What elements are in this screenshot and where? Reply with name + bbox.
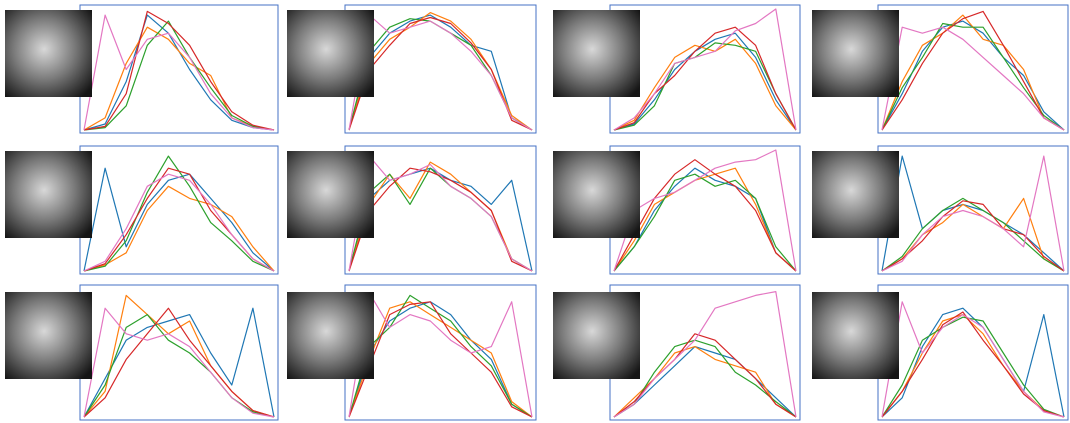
histogram-curve bbox=[348, 292, 533, 418]
histogram-curve bbox=[348, 16, 533, 131]
histogram-curve bbox=[83, 10, 275, 131]
histogram-curve bbox=[348, 155, 533, 272]
histogram-curve bbox=[83, 173, 275, 272]
histogram-curve bbox=[613, 291, 797, 418]
xray-thumbnail bbox=[553, 10, 640, 97]
histogram-curve bbox=[881, 10, 1065, 131]
plot-frame bbox=[877, 4, 1069, 134]
xray-thumbnail bbox=[287, 151, 374, 238]
xray-thumbnail bbox=[287, 292, 374, 379]
histogram-curve bbox=[613, 159, 797, 272]
histogram-curve bbox=[881, 197, 1065, 272]
histogram-curve bbox=[348, 12, 533, 131]
histogram-curve bbox=[881, 301, 1065, 418]
histogram-curve bbox=[83, 185, 275, 272]
histogram-curve bbox=[881, 316, 1065, 418]
histogram-curve bbox=[83, 307, 275, 418]
histogram-curve bbox=[83, 14, 275, 131]
histogram-curve bbox=[881, 26, 1065, 131]
xray-thumbnail bbox=[5, 151, 92, 238]
xray-thumbnail bbox=[287, 10, 374, 97]
histogram-curve bbox=[613, 339, 797, 418]
histogram-curve bbox=[613, 149, 797, 272]
xray-thumbnail bbox=[812, 10, 899, 97]
histogram-curve bbox=[348, 301, 533, 418]
histogram-curve bbox=[348, 294, 533, 418]
histogram-curve bbox=[348, 301, 533, 418]
histogram-curve bbox=[881, 200, 1065, 272]
histogram-curve bbox=[881, 155, 1065, 272]
plot-frame bbox=[79, 284, 279, 421]
histogram-curve bbox=[613, 333, 797, 418]
xray-thumbnail bbox=[553, 151, 640, 238]
xray-thumbnail bbox=[812, 292, 899, 379]
xray-thumbnail bbox=[5, 292, 92, 379]
histogram-curve bbox=[83, 307, 275, 418]
histogram-curve bbox=[613, 26, 797, 131]
histogram-curve bbox=[348, 14, 533, 131]
histogram-curve bbox=[613, 8, 797, 131]
histogram-curve bbox=[83, 20, 275, 131]
plot-frame bbox=[877, 284, 1069, 421]
histogram-curve bbox=[83, 307, 275, 418]
plot-frame bbox=[344, 145, 537, 275]
histogram-curve bbox=[348, 14, 533, 131]
histogram-curve bbox=[881, 197, 1065, 272]
plot-frame bbox=[79, 4, 279, 134]
xray-thumbnail bbox=[553, 292, 640, 379]
histogram-curve bbox=[613, 42, 797, 131]
histogram-curve bbox=[881, 155, 1065, 272]
histogram-curve bbox=[613, 38, 797, 131]
xray-thumbnail bbox=[812, 151, 899, 238]
histogram-curve bbox=[613, 32, 797, 131]
histogram-curve bbox=[881, 22, 1065, 131]
xray-thumbnail bbox=[5, 10, 92, 97]
histogram-curve bbox=[613, 167, 797, 272]
histogram-curve bbox=[613, 173, 797, 272]
